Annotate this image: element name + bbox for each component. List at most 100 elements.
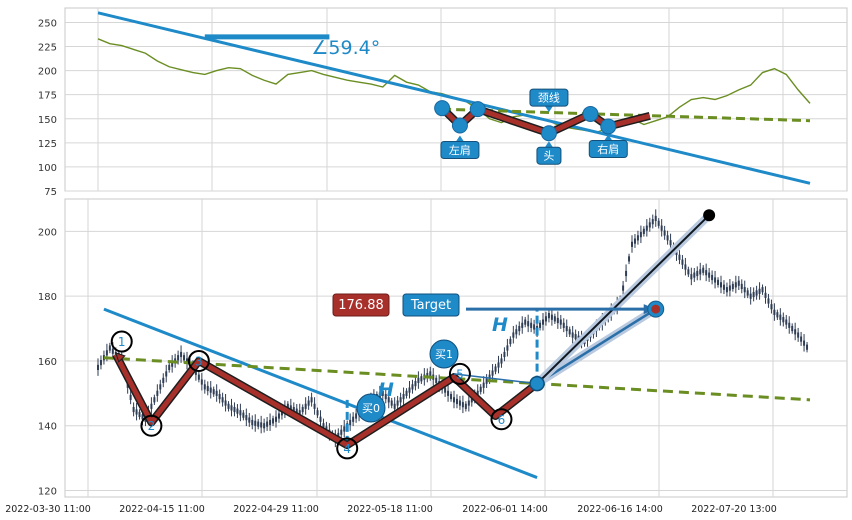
candle-body [212,389,215,395]
top-pivot-marker [451,117,468,134]
candle-body [289,405,292,411]
candle-body [447,390,450,396]
candle-body [678,254,681,260]
bottom-y-tick-label: 120 [38,487,57,498]
candle-body [168,364,171,371]
candle-body [622,285,625,291]
candle-body [286,403,289,409]
candle-body [530,322,533,328]
candle-body [183,355,186,361]
candle-body [556,317,559,324]
candle-body [399,397,402,403]
candle-body [633,238,636,244]
top-pivot-marker [540,125,557,142]
candle-body [227,403,230,409]
target-label-rect [402,293,460,317]
candle-body [722,284,725,290]
top-annotation-pointer [544,106,553,113]
pivot-marker-label: 4 [343,442,351,456]
candle-body [740,283,743,290]
top-annotation-text: 左肩 [449,143,471,157]
candle-body [559,319,562,325]
candle-body [322,423,325,429]
top-y-tick-label: 175 [38,91,57,102]
candle-body [458,400,461,406]
candle-body [785,319,788,325]
candle-body [628,256,631,262]
candle-body [387,397,390,403]
pivot-marker-label: 3 [195,354,203,368]
candle-body [509,338,512,345]
bottom-y-tick-label: 180 [38,292,57,303]
buy1-badge: 买1 [429,339,459,369]
height-label-left: H [378,379,394,401]
candle-body [153,397,156,403]
pivot-marker: 5 [448,362,471,385]
upper-projection-line [536,214,710,385]
breakout-marker [529,375,545,392]
candle-body [408,387,411,393]
candle-body [257,421,260,427]
candle-body [349,419,352,426]
candle-body [651,219,654,225]
candle-body [788,322,791,328]
candle-body [654,215,657,222]
top-y-tick-label: 125 [38,139,57,150]
candle-body [292,406,295,413]
top-annotation-text: 颈线 [538,91,560,105]
candle-body [337,432,340,439]
candle-body [521,322,524,328]
buy0-badge: 买0 [356,393,386,423]
candle-body [714,277,717,283]
candle-body [453,397,455,403]
candle-body [414,381,417,387]
candle-body [503,351,506,358]
candle-body [758,288,761,294]
candle-body [479,386,482,392]
top-y-tick-label: 225 [38,43,57,54]
candle-body [527,321,530,327]
candle-body [280,410,283,416]
candle-body [470,397,473,403]
top-angle-label: ∠59.4° [311,37,380,59]
buy0-badge-text: 买0 [362,402,380,415]
candle-body [251,419,254,426]
candle-body [97,364,99,371]
top-pivot-marker [600,118,617,135]
candle-body [203,384,206,390]
top-y-tick-label: 150 [38,115,57,126]
candle-body [467,400,470,406]
candle-body [260,422,263,428]
top-y-tick-label: 200 [38,67,57,78]
top-y-tick-label: 100 [38,163,57,174]
candle-body [218,393,221,400]
top-annotation-label: 颈线 [529,88,569,113]
candle-body [779,314,782,320]
target-marker-core [651,304,661,314]
candle-body [313,403,316,409]
candle-body [194,369,197,375]
candle-body [233,406,236,413]
candle-body [159,384,162,390]
candle-body [108,345,111,351]
pivot-marker-circle [140,414,163,437]
candle-body [660,225,663,231]
pivot-marker-circle [110,330,133,353]
candle-body [340,429,343,435]
candle-body [699,269,702,275]
candle-body [684,264,687,270]
candle-body [111,348,114,354]
candle-body [390,400,393,406]
candle-body [180,351,183,358]
candle-body [476,390,479,396]
candle-body [776,312,779,318]
candle-body [533,324,536,330]
x-tick-label: 2022-05-18 11:00 [347,504,433,515]
height-label-right: H [492,314,508,336]
candle-body [770,304,773,310]
pivot-marker: 2 [140,414,163,437]
candle-body [141,414,144,420]
top-annotation-text: 头 [543,150,554,163]
x-tick-label: 2022-06-16 14:00 [577,504,663,515]
candle-body [806,344,809,350]
